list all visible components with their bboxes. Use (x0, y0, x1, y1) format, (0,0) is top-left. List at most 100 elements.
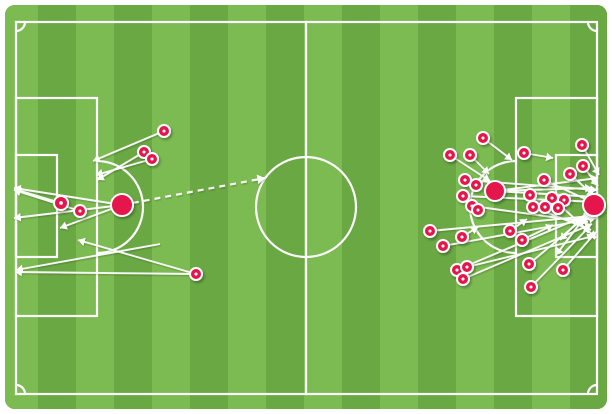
shot-marker[interactable]: R-S12 (523, 188, 537, 202)
shot-path-solid (92, 130, 165, 162)
corner-arc-top-right (586, 21, 598, 33)
shot-path-solid (95, 158, 153, 176)
shot-marker[interactable]: R-S5 (575, 138, 589, 152)
shot-marker-center-dot (522, 151, 526, 155)
shot-marker[interactable]: R-S28 (456, 272, 470, 286)
shot-marker[interactable]: R-S10 (537, 173, 551, 187)
shot-path-solid (96, 151, 145, 181)
shot-marker[interactable]: R-S9 (456, 189, 470, 203)
pitch-stripe (190, 5, 228, 409)
shot-marker-center-dot (162, 129, 166, 133)
shot-path-solid (13, 187, 123, 206)
penalty-arc-left (97, 159, 145, 255)
shot-marker-center-dot (441, 244, 445, 248)
pitch-stripe (228, 5, 266, 409)
shot-path-arrow-icon (14, 212, 22, 222)
shot-marker[interactable]: R-S27 (460, 260, 474, 274)
shot-path-arrow-icon (504, 152, 512, 160)
shot-marker[interactable]: L-S4 (53, 195, 69, 211)
pitch-stripe (152, 5, 190, 409)
shot-marker[interactable]: R-S2 (443, 148, 457, 162)
shot-marker-center-dot (508, 229, 512, 233)
shot-markers-team-2: R-S1R-S2R-S3R-S4R-S5R-S6R-S7R-S8R-S9R-S1… (423, 131, 606, 294)
goal-marker[interactable]: R-G2 (582, 193, 606, 217)
shot-path-arrow-icon (545, 224, 553, 232)
shot-path-arrow-icon (256, 174, 265, 185)
shot-marker-center-dot (461, 277, 465, 281)
shot-marker-center-dot (529, 285, 533, 289)
shot-marker-center-dot (531, 205, 535, 209)
shot-marker[interactable]: L-S3 (145, 152, 159, 166)
shot-marker[interactable]: R-S24 (436, 239, 450, 253)
shot-marker[interactable]: R-S16 (538, 200, 552, 214)
shot-marker-center-dot (465, 265, 469, 269)
shot-marker[interactable]: L-S6 (189, 267, 203, 281)
goal-marker-ring (110, 193, 134, 217)
shot-paths-team-1 (13, 130, 266, 277)
shot-marker-center-dot (527, 262, 531, 266)
shot-marker[interactable]: R-S15 (526, 200, 540, 214)
shot-path-solid (466, 235, 595, 268)
shot-marker-center-dot (448, 153, 452, 157)
shot-marker-center-dot (580, 143, 584, 147)
shot-path-arrow-icon (481, 166, 489, 174)
shot-marker[interactable]: R-S3 (463, 148, 477, 162)
shot-path-dashed (121, 176, 266, 207)
shot-path-solid (464, 179, 598, 191)
shot-marker-center-dot (142, 150, 146, 154)
shot-marker[interactable]: R-S7 (458, 173, 472, 187)
shot-marker[interactable]: R-S30 (524, 280, 538, 294)
shot-path-arrow-icon (590, 174, 598, 184)
shot-marker[interactable]: L-S5 (73, 204, 87, 218)
goal-marker[interactable]: R-G1 (484, 180, 506, 202)
shot-marker[interactable]: R-S11 (563, 167, 577, 181)
shot-path-solid (14, 271, 197, 275)
shot-marker-center-dot (194, 272, 198, 276)
shot-marker[interactable]: R-S4 (517, 146, 531, 160)
shot-marker[interactable]: R-S21 (455, 230, 469, 244)
shot-path-arrow-icon (16, 264, 24, 274)
shot-marker[interactable]: R-S25 (522, 257, 536, 271)
shot-marker-center-dot (528, 193, 532, 197)
corner-arc-bottom-left (15, 383, 27, 395)
shot-marker[interactable]: L-S1 (157, 124, 171, 138)
shot-marker[interactable]: R-S20 (423, 224, 437, 238)
shot-path-arrow-icon (482, 173, 490, 181)
shot-marker-center-dot (59, 201, 63, 205)
shot-path-solid (449, 154, 491, 182)
shot-marker[interactable]: R-S1 (476, 131, 490, 145)
shot-path-arrow-icon (590, 178, 598, 186)
shot-marker[interactable]: R-S6 (576, 159, 590, 173)
shot-path-arrow-icon (97, 172, 105, 181)
shot-marker-center-dot (542, 178, 546, 182)
shot-path-solid (13, 204, 123, 219)
goal-marker-ring (582, 193, 606, 217)
shot-marker-center-dot (428, 229, 432, 233)
shot-marker-center-dot (481, 136, 485, 140)
shot-marker[interactable]: R-S8 (469, 178, 483, 192)
shot-marker-center-dot (562, 198, 566, 202)
shot-path-arrow-icon (519, 219, 527, 227)
shot-path-arrow-icon (545, 152, 553, 162)
shot-path-arrow-icon (556, 247, 564, 255)
corner-arc-bottom-right (586, 383, 598, 395)
shot-marker-center-dot (520, 238, 524, 242)
shot-marker[interactable]: R-S23 (515, 233, 529, 247)
center-circle (254, 155, 358, 259)
shot-marker[interactable]: R-S17 (551, 201, 565, 215)
shot-marker-center-dot (556, 206, 560, 210)
goal-marker[interactable]: L-G1 (110, 193, 134, 217)
shot-path-arrow-icon (93, 154, 101, 163)
shot-marker[interactable]: R-S29 (556, 263, 570, 277)
shot-path-arrow-icon (60, 221, 68, 230)
shot-marker-center-dot (468, 153, 472, 157)
shot-marker[interactable]: R-S19 (471, 203, 485, 217)
pitch-stripe (494, 5, 532, 409)
shot-marker-center-dot (476, 208, 480, 212)
shot-marker[interactable]: R-S22 (503, 224, 517, 238)
shot-path-arrow-icon (14, 186, 22, 196)
shot-marker-center-dot (568, 172, 572, 176)
corner-arc-top-left (15, 21, 27, 33)
